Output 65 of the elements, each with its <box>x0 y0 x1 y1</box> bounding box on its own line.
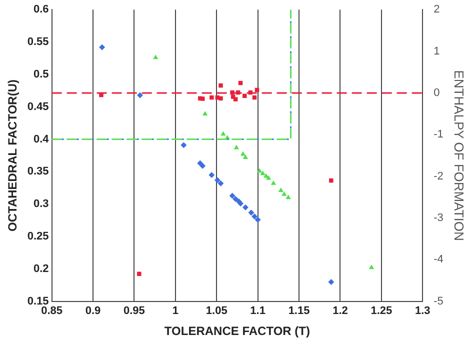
point <box>266 175 272 180</box>
point <box>242 204 248 210</box>
x-tick-label: 1.1 <box>250 305 266 318</box>
point <box>210 95 214 100</box>
point <box>200 96 205 101</box>
y2-tick-label: -3 <box>434 212 444 224</box>
y-axis-title: OCTAHEDRAL FACTOR(U) <box>6 80 20 232</box>
point <box>214 177 220 184</box>
y2-tick-label: -5 <box>434 295 444 308</box>
point <box>208 172 215 178</box>
y2-tick-label: -1 <box>434 128 444 141</box>
y-tick-label: 0.6 <box>34 4 49 16</box>
x-tick-label: 0.9 <box>85 305 101 318</box>
x-tick-label: 0.95 <box>124 305 145 318</box>
point <box>282 191 287 196</box>
x-tick-label: 1.15 <box>288 305 310 318</box>
point <box>368 264 374 270</box>
x-tick-label: 1.2 <box>332 305 348 318</box>
point <box>218 180 224 186</box>
y-tick-label: 0.45 <box>27 100 49 113</box>
y-tick-label: 0.4 <box>34 133 50 146</box>
point <box>329 178 334 183</box>
y-tick-label: 0.2 <box>34 263 49 276</box>
y2-tick-label: -4 <box>434 254 444 266</box>
x-tick-label: 0.85 <box>41 305 63 318</box>
y2-tick-label: 2 <box>434 4 440 16</box>
point <box>260 170 266 176</box>
point <box>99 44 106 50</box>
y2-tick-label: 1 <box>434 45 440 58</box>
point <box>242 94 247 98</box>
point <box>328 278 334 285</box>
point <box>256 168 262 173</box>
point <box>137 272 142 276</box>
point <box>252 213 258 220</box>
y2-tick-label: -2 <box>434 170 444 182</box>
y2-axis-title: ENTHALPY OF FORMATION <box>452 70 467 241</box>
point <box>248 210 254 216</box>
point <box>220 131 226 136</box>
y-tick-label: 0.15 <box>27 295 49 308</box>
point <box>218 83 223 88</box>
point <box>229 192 236 199</box>
x-tick-label: 1 <box>172 305 178 318</box>
point <box>270 180 276 185</box>
y-tick-label: 0.35 <box>27 166 49 178</box>
point <box>232 196 239 202</box>
point <box>233 97 238 102</box>
point <box>218 96 223 101</box>
point <box>254 216 261 223</box>
y-tick-label: 0.55 <box>27 36 49 48</box>
point <box>200 162 206 169</box>
y-tick-label: 0.3 <box>34 198 49 210</box>
y-tick-label: 0.25 <box>27 230 49 243</box>
y-tick-label: 0.5 <box>34 68 49 80</box>
point <box>153 54 158 60</box>
x-axis-title: TOLERANCE FACTOR (T) <box>164 324 310 338</box>
y2-tick-label: 0 <box>434 87 440 100</box>
point <box>242 154 248 159</box>
point <box>202 111 208 116</box>
x-tick-label: 1.05 <box>206 305 228 318</box>
x-tick-label: 1.25 <box>370 305 392 318</box>
point <box>286 194 291 200</box>
x-tick-label: 1.3 <box>414 305 430 318</box>
point <box>180 142 187 148</box>
point <box>136 92 143 98</box>
point <box>278 188 284 192</box>
